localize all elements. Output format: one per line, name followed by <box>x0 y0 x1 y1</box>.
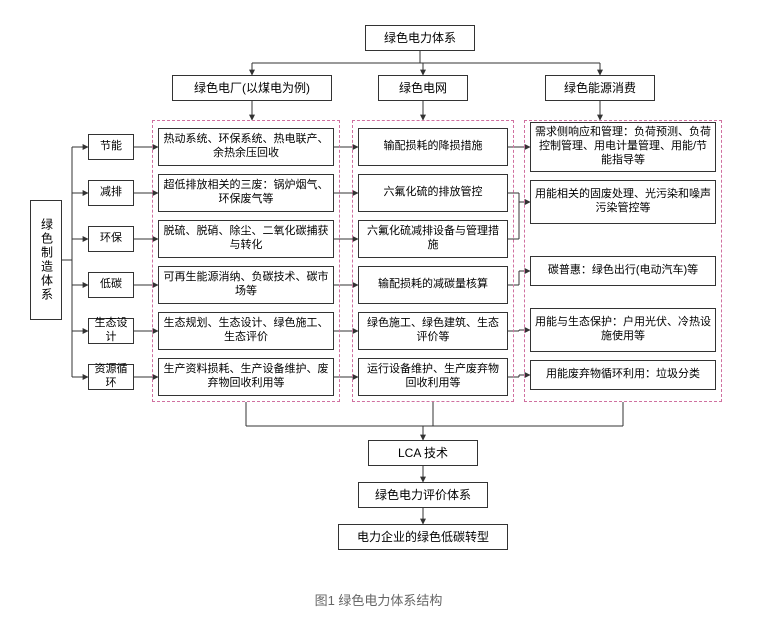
category-energy-saving: 节能 <box>88 134 134 160</box>
node-green-manufacturing-system: 绿色制造体系 <box>30 200 62 320</box>
node-label: 生产资料损耗、生产设备维护、废弃物回收利用等 <box>163 363 329 391</box>
cell-plant-1: 超低排放相关的三废：锅炉烟气、环保废气等 <box>158 174 334 212</box>
category-eco-design: 生态设计 <box>88 318 134 344</box>
cell-consume-1: 用能相关的固废处理、光污染和噪声污染管控等 <box>530 180 716 224</box>
node-label: 绿色电力体系 <box>384 31 456 46</box>
node-label: 运行设备维护、生产废弃物回收利用等 <box>363 363 503 391</box>
cell-consume-4: 用能废弃物循环利用：垃圾分类 <box>530 360 716 390</box>
node-label: 热动系统、环保系统、热电联产、余热余压回收 <box>163 133 329 161</box>
node-label: 六氟化硫减排设备与管理措施 <box>363 225 503 253</box>
node-label: 生态规划、生态设计、绿色施工、生态评价 <box>163 317 329 345</box>
node-label: 超低排放相关的三废：锅炉烟气、环保废气等 <box>163 179 329 207</box>
node-label: 生态设计 <box>93 317 129 345</box>
node-power-enterprise-transition: 电力企业的绿色低碳转型 <box>338 524 508 550</box>
node-label: 绿色施工、绿色建筑、生态评价等 <box>363 317 503 345</box>
node-green-power-system: 绿色电力体系 <box>365 25 475 51</box>
node-label: 输配损耗的减碳量核算 <box>378 278 488 292</box>
node-label: 绿色电网 <box>399 81 447 96</box>
cell-plant-5: 生产资料损耗、生产设备维护、废弃物回收利用等 <box>158 358 334 396</box>
node-label: 减排 <box>100 186 122 200</box>
node-label: 需求侧响应和管理：负荷预测、负荷控制管理、用电计量管理、用能/节能指导等 <box>535 126 711 167</box>
column-header-grid: 绿色电网 <box>378 75 468 101</box>
node-label: LCA 技术 <box>398 446 448 461</box>
node-label: 绿色制造体系 <box>39 218 54 302</box>
node-label: 资源循环 <box>93 363 129 391</box>
node-label: 碳普惠：绿色出行(电动汽车)等 <box>548 264 698 278</box>
node-label: 六氟化硫的排放管控 <box>384 186 483 200</box>
column-header-consume: 绿色能源消费 <box>545 75 655 101</box>
node-label: 节能 <box>100 140 122 154</box>
node-label: 绿色电力评价体系 <box>375 488 471 503</box>
category-env-protection: 环保 <box>88 226 134 252</box>
column-header-plant: 绿色电厂(以煤电为例) <box>172 75 332 101</box>
category-emission-cut: 减排 <box>88 180 134 206</box>
figure-caption: 图1 绿色电力体系结构 <box>0 590 757 609</box>
category-resource-cycle: 资源循环 <box>88 364 134 390</box>
node-label: 脱硫、脱硝、除尘、二氧化碳捕获与转化 <box>163 225 329 253</box>
node-label: 低碳 <box>100 278 122 292</box>
cell-grid-2: 六氟化硫减排设备与管理措施 <box>358 220 508 258</box>
cell-grid-4: 绿色施工、绿色建筑、生态评价等 <box>358 312 508 350</box>
cell-plant-3: 可再生能源消纳、负碳技术、碳市场等 <box>158 266 334 304</box>
node-label: 绿色能源消费 <box>564 81 636 96</box>
cell-consume-0: 需求侧响应和管理：负荷预测、负荷控制管理、用电计量管理、用能/节能指导等 <box>530 122 716 172</box>
node-label: 电力企业的绿色低碳转型 <box>357 530 489 545</box>
node-green-power-eval: 绿色电力评价体系 <box>358 482 488 508</box>
cell-consume-2: 碳普惠：绿色出行(电动汽车)等 <box>530 256 716 286</box>
cell-grid-3: 输配损耗的减碳量核算 <box>358 266 508 304</box>
node-label: 可再生能源消纳、负碳技术、碳市场等 <box>163 271 329 299</box>
cell-grid-5: 运行设备维护、生产废弃物回收利用等 <box>358 358 508 396</box>
node-label: 用能与生态保护：户用光伏、冷热设施使用等 <box>535 316 711 344</box>
cell-grid-0: 输配损耗的降损措施 <box>358 128 508 166</box>
cell-plant-2: 脱硫、脱硝、除尘、二氧化碳捕获与转化 <box>158 220 334 258</box>
caption-text: 图1 绿色电力体系结构 <box>315 593 443 608</box>
cell-plant-4: 生态规划、生态设计、绿色施工、生态评价 <box>158 312 334 350</box>
node-label: 环保 <box>100 232 122 246</box>
node-label: 用能废弃物循环利用：垃圾分类 <box>546 368 700 382</box>
node-label: 输配损耗的降损措施 <box>384 140 483 154</box>
node-lca-tech: LCA 技术 <box>368 440 478 466</box>
cell-consume-3: 用能与生态保护：户用光伏、冷热设施使用等 <box>530 308 716 352</box>
node-label: 用能相关的固废处理、光污染和噪声污染管控等 <box>535 188 711 216</box>
category-low-carbon: 低碳 <box>88 272 134 298</box>
node-label: 绿色电厂(以煤电为例) <box>194 81 310 96</box>
cell-grid-1: 六氟化硫的排放管控 <box>358 174 508 212</box>
cell-plant-0: 热动系统、环保系统、热电联产、余热余压回收 <box>158 128 334 166</box>
